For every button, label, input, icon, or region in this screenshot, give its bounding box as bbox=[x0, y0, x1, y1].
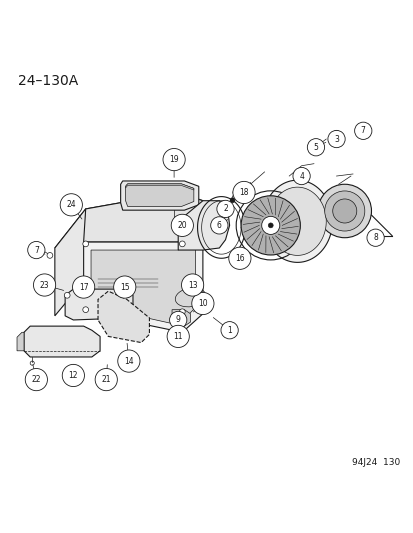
Circle shape bbox=[83, 241, 88, 247]
Circle shape bbox=[179, 241, 185, 247]
Polygon shape bbox=[178, 201, 229, 250]
Text: 23: 23 bbox=[40, 280, 49, 289]
Circle shape bbox=[327, 131, 344, 148]
Polygon shape bbox=[98, 291, 149, 343]
Circle shape bbox=[216, 200, 234, 217]
Text: 10: 10 bbox=[197, 299, 207, 308]
Polygon shape bbox=[125, 184, 193, 206]
Circle shape bbox=[292, 167, 309, 184]
Text: 12: 12 bbox=[69, 371, 78, 380]
Circle shape bbox=[233, 181, 254, 204]
Circle shape bbox=[95, 368, 117, 391]
Polygon shape bbox=[262, 180, 332, 262]
Circle shape bbox=[228, 247, 250, 269]
Polygon shape bbox=[120, 181, 198, 210]
Text: 5: 5 bbox=[313, 143, 318, 152]
Text: 19: 19 bbox=[169, 155, 178, 164]
Text: 94J24  130: 94J24 130 bbox=[351, 458, 399, 467]
Circle shape bbox=[317, 184, 370, 238]
Polygon shape bbox=[268, 187, 325, 255]
Circle shape bbox=[261, 216, 279, 235]
Circle shape bbox=[179, 309, 185, 314]
Text: 24: 24 bbox=[66, 200, 76, 209]
Circle shape bbox=[324, 191, 364, 231]
Text: 1: 1 bbox=[227, 326, 231, 335]
Polygon shape bbox=[125, 184, 193, 190]
Text: 7: 7 bbox=[360, 126, 365, 135]
Circle shape bbox=[233, 190, 237, 195]
Polygon shape bbox=[172, 310, 190, 326]
Polygon shape bbox=[55, 209, 85, 316]
Polygon shape bbox=[118, 285, 131, 297]
Text: 17: 17 bbox=[78, 282, 88, 292]
Text: 20: 20 bbox=[177, 221, 187, 230]
Circle shape bbox=[240, 196, 299, 255]
Circle shape bbox=[28, 241, 45, 259]
Circle shape bbox=[242, 252, 248, 259]
Text: 8: 8 bbox=[373, 233, 377, 242]
Text: 7: 7 bbox=[34, 246, 39, 255]
Polygon shape bbox=[65, 289, 133, 320]
Circle shape bbox=[181, 274, 203, 296]
Polygon shape bbox=[24, 326, 100, 357]
Circle shape bbox=[306, 139, 324, 156]
Text: 24–130A: 24–130A bbox=[18, 74, 78, 88]
Circle shape bbox=[354, 122, 371, 140]
Polygon shape bbox=[91, 233, 195, 325]
Circle shape bbox=[191, 293, 214, 314]
Text: 9: 9 bbox=[176, 316, 180, 325]
Circle shape bbox=[230, 198, 235, 203]
Circle shape bbox=[83, 307, 88, 312]
Circle shape bbox=[169, 311, 186, 329]
Circle shape bbox=[72, 276, 95, 298]
Text: 14: 14 bbox=[124, 357, 133, 366]
Polygon shape bbox=[55, 192, 202, 248]
Text: 6: 6 bbox=[216, 221, 221, 230]
Circle shape bbox=[268, 223, 273, 228]
Circle shape bbox=[333, 131, 338, 135]
Circle shape bbox=[332, 199, 356, 223]
Circle shape bbox=[171, 214, 193, 237]
Text: 18: 18 bbox=[239, 188, 248, 197]
Text: 3: 3 bbox=[333, 134, 338, 143]
Circle shape bbox=[117, 350, 140, 372]
Circle shape bbox=[167, 325, 189, 348]
Text: 22: 22 bbox=[31, 375, 41, 384]
Text: 15: 15 bbox=[120, 282, 129, 292]
Text: 13: 13 bbox=[188, 280, 197, 289]
Circle shape bbox=[114, 276, 135, 298]
Text: 11: 11 bbox=[173, 332, 183, 341]
Circle shape bbox=[33, 274, 55, 296]
Circle shape bbox=[62, 365, 84, 386]
Polygon shape bbox=[17, 332, 24, 351]
Polygon shape bbox=[83, 221, 202, 332]
Circle shape bbox=[356, 132, 360, 136]
Text: 21: 21 bbox=[101, 375, 111, 384]
Circle shape bbox=[60, 193, 82, 216]
Polygon shape bbox=[83, 192, 202, 242]
Text: 2: 2 bbox=[223, 205, 227, 213]
Circle shape bbox=[47, 253, 53, 259]
Text: 16: 16 bbox=[235, 254, 244, 263]
Text: 4: 4 bbox=[299, 172, 303, 181]
Circle shape bbox=[64, 293, 70, 298]
Circle shape bbox=[163, 149, 185, 171]
Circle shape bbox=[25, 368, 47, 391]
Circle shape bbox=[221, 321, 237, 339]
Circle shape bbox=[366, 229, 383, 246]
Circle shape bbox=[210, 217, 228, 234]
